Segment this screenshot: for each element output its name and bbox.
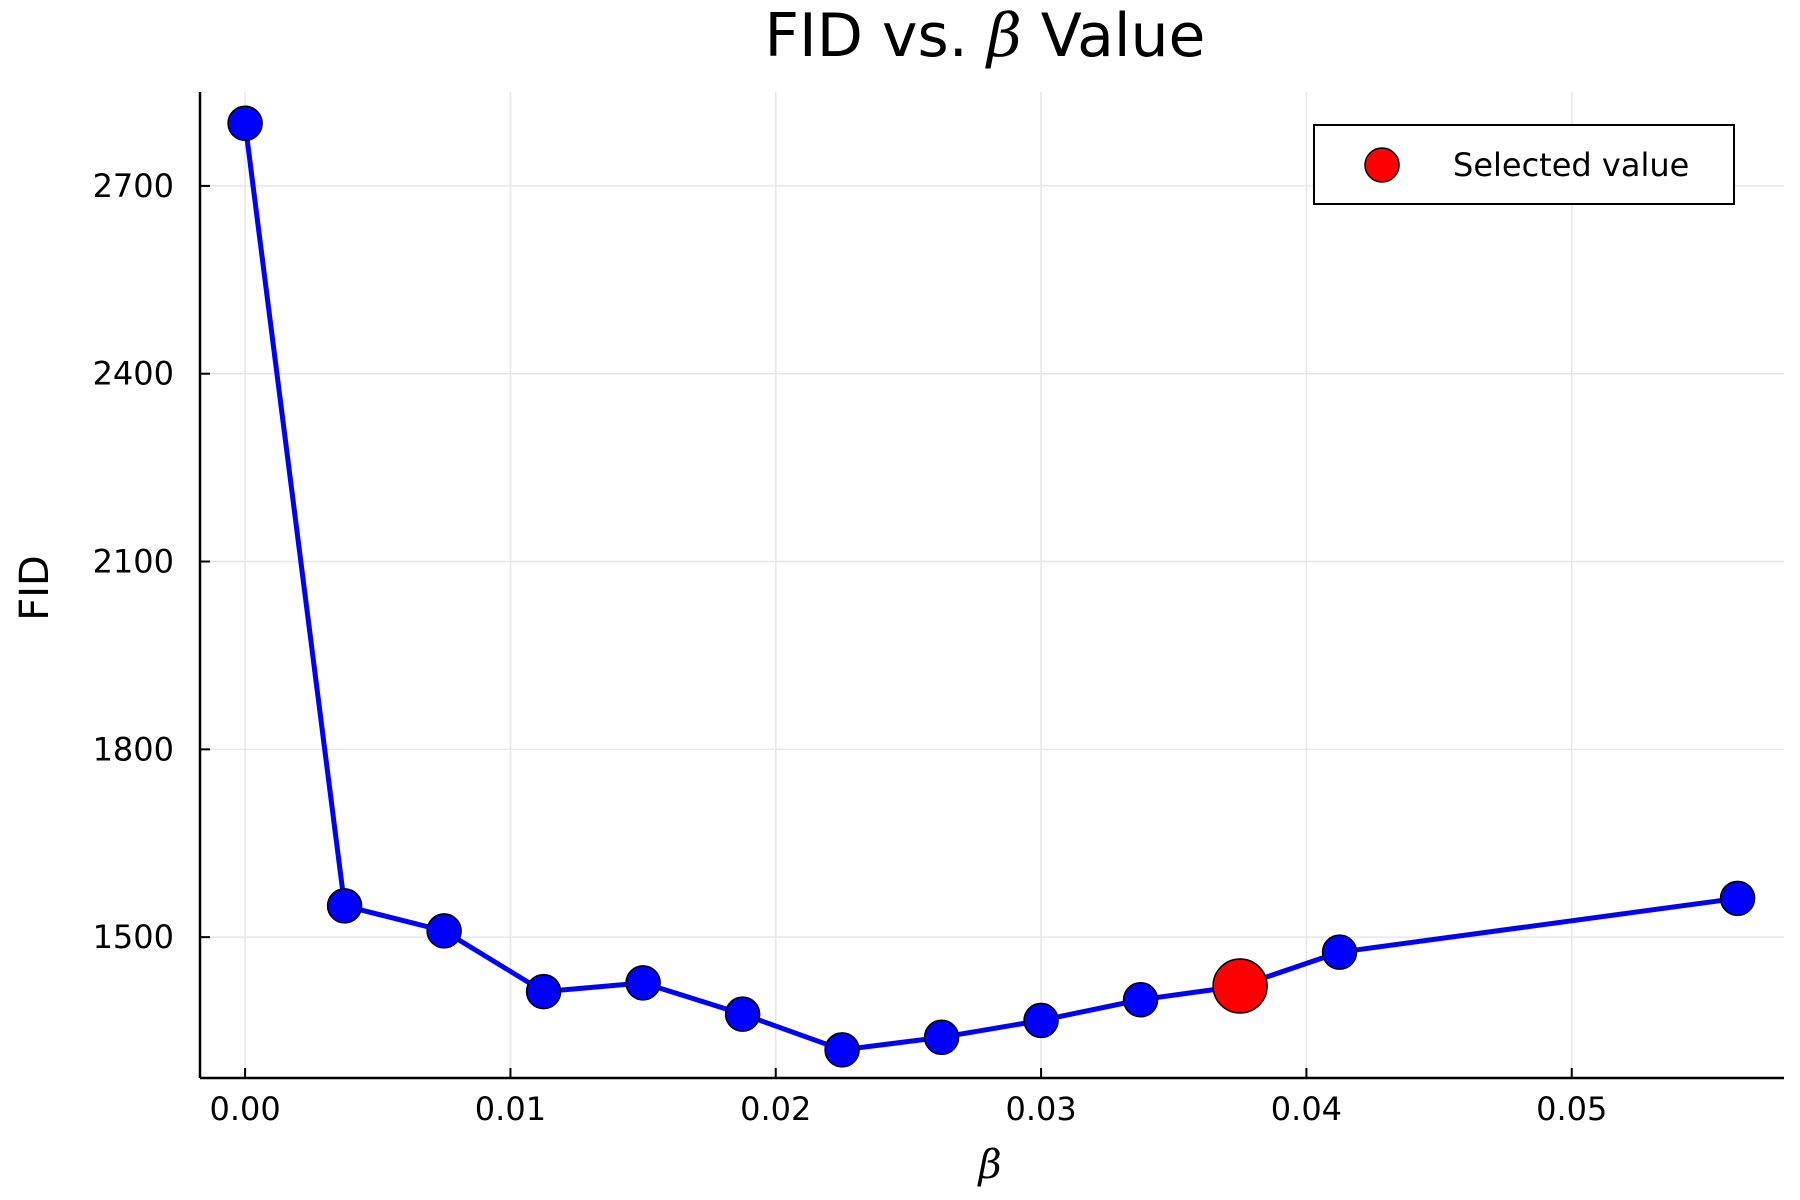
- legend: Selected value: [1313, 124, 1735, 205]
- x-tick-label: 0.01: [475, 1090, 546, 1128]
- data-point: [824, 1032, 860, 1068]
- x-axis-label: β: [976, 1142, 1001, 1188]
- title-suffix: Value: [1022, 1, 1206, 71]
- legend-marker: [1364, 147, 1400, 183]
- tick-labels: 0.00 0.01 0.02 0.03 0.04 0.05 1500 1800 2100 2400…: [93, 167, 1608, 1128]
- x-tick-label: 0.02: [740, 1090, 811, 1128]
- data-point: [923, 1019, 960, 1056]
- x-tick-label: 0.00: [209, 1090, 280, 1128]
- data-point: [426, 913, 462, 949]
- title-prefix: FID vs.: [765, 1, 987, 71]
- data-point: [227, 105, 263, 142]
- y-axis-label: FID: [12, 555, 58, 621]
- x-tick-label: 0.04: [1271, 1090, 1342, 1128]
- y-tick-label: 2100: [93, 543, 174, 581]
- x-tick-label: 0.05: [1536, 1090, 1607, 1128]
- data-point: [525, 973, 562, 1010]
- chart-title: FID vs. β Value: [765, 1, 1206, 71]
- y-tick-label: 2700: [93, 167, 174, 205]
- data-point: [1023, 1002, 1059, 1039]
- axes: [198, 92, 1784, 1080]
- title-symbol: β: [985, 1, 1022, 71]
- x-tick-label: 0.03: [1005, 1090, 1076, 1128]
- selected-value-point: [1212, 958, 1268, 1014]
- series-line: [242, 122, 1738, 1053]
- y-tick-label: 1800: [93, 730, 174, 768]
- data-point: [724, 996, 761, 1032]
- data-point: [1321, 934, 1358, 970]
- data-point: [1719, 880, 1756, 917]
- y-tick-label: 1500: [93, 918, 174, 956]
- series-polyline: [242, 122, 1738, 1053]
- data-point: [326, 888, 363, 924]
- data-markers: [227, 105, 1756, 1068]
- grid-lines: [200, 92, 1784, 1078]
- y-tick-label: 2400: [93, 355, 174, 393]
- legend-label-selected-value: Selected value: [1453, 146, 1689, 184]
- data-point: [1122, 981, 1159, 1018]
- data-point: [625, 965, 661, 1001]
